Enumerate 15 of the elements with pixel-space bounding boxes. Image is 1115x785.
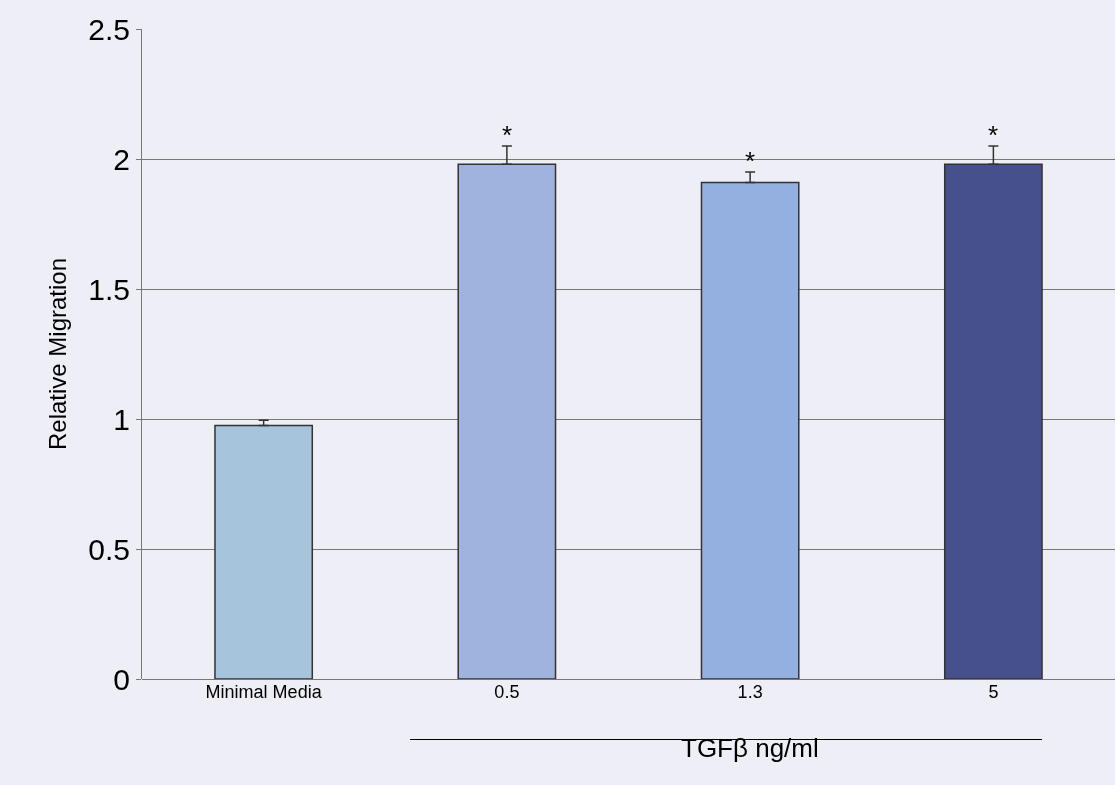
y-axis-title: Relative Migration [44, 257, 72, 451]
y-tick-label: 0 [113, 662, 130, 696]
y-tick-label: 1 [113, 402, 130, 436]
annotation: * [988, 120, 999, 150]
annotation: * [745, 146, 756, 176]
y-tick-label: 2 [113, 142, 130, 176]
y-tick-label: 0.5 [88, 532, 130, 566]
x-tick-label: 0.5 [494, 682, 520, 702]
x-tick-label: Minimal Media [205, 682, 323, 702]
annotation: * [502, 120, 513, 150]
x-tick-label: 5 [988, 682, 999, 702]
x-tick-label: 1.3 [737, 682, 763, 702]
y-tick-label: 2.5 [88, 12, 130, 46]
bar [214, 424, 314, 679]
y-tick-label: 1.5 [88, 272, 130, 306]
